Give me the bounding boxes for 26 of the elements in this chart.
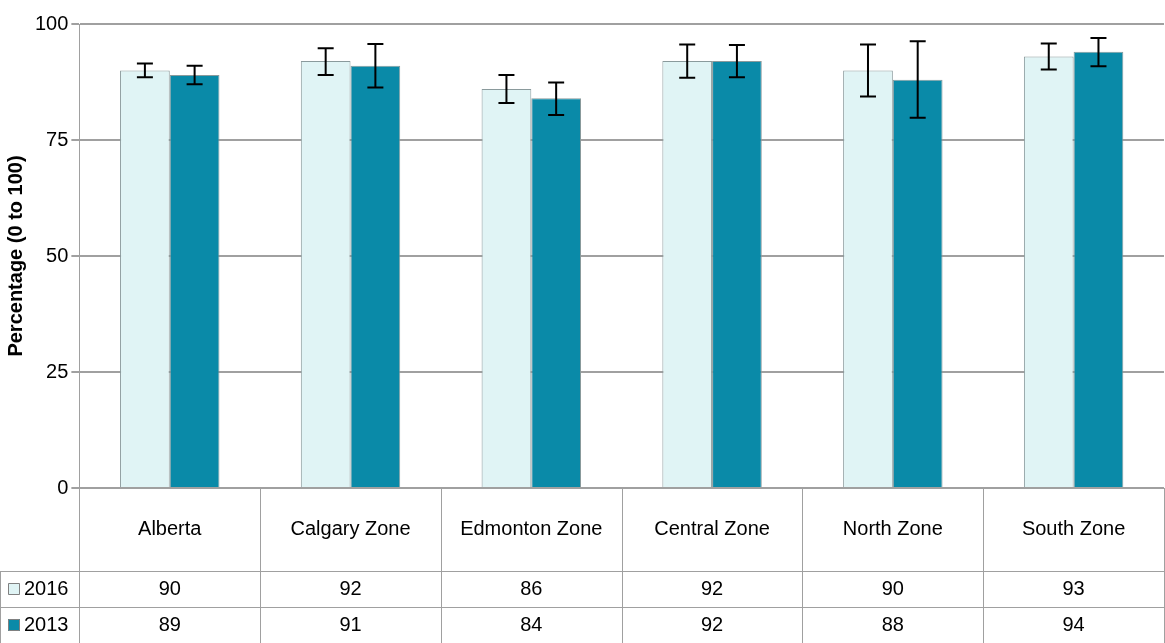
data-label: 92	[339, 576, 362, 599]
y-tick-label: 75	[46, 127, 69, 150]
data-label: 93	[1062, 576, 1085, 599]
data-label: 91	[339, 612, 362, 635]
data-label: 90	[881, 576, 904, 599]
y-tick-label: 0	[57, 475, 69, 498]
y-tick-label: 50	[46, 243, 69, 266]
x-tick-label: Calgary Zone	[290, 517, 411, 540]
y-tick-label: 100	[34, 11, 69, 34]
y-tick-label: 25	[46, 359, 69, 382]
legend-label: 2016	[24, 576, 69, 599]
x-tick-label: Alberta	[138, 517, 203, 540]
data-label: 89	[158, 612, 181, 635]
data-label: 92	[700, 612, 724, 635]
data-label: 88	[881, 612, 904, 635]
y-axis-title: Percentage (0 to 100)	[3, 155, 26, 357]
data-label: 94	[1062, 612, 1085, 635]
data-label: 90	[158, 576, 181, 599]
data-label: 92	[700, 576, 724, 599]
data-label: 84	[520, 612, 543, 635]
x-tick-label: Edmonton Zone	[460, 517, 603, 540]
x-tick-label: Central Zone	[654, 517, 770, 540]
data-label: 86	[520, 576, 543, 599]
x-tick-label: North Zone	[842, 517, 943, 540]
x-tick-label: South Zone	[1021, 517, 1126, 540]
legend-label: 2013	[24, 612, 69, 635]
